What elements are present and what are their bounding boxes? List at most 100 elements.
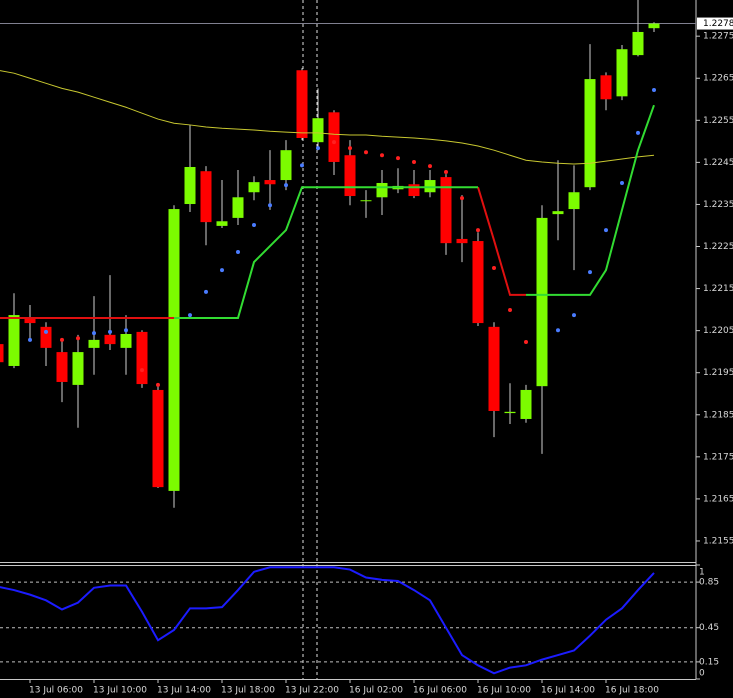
last-price-label: 1.2278: [703, 19, 733, 29]
y-tick-label: 1.2265: [703, 74, 733, 84]
candle-body: [344, 155, 356, 197]
candle-body: [520, 389, 532, 419]
sar-dot: [284, 183, 288, 188]
sar-dot: [460, 196, 464, 201]
y-tick-label: 1.2155: [703, 536, 733, 546]
sar-dot: [444, 170, 448, 175]
y-tick-label: 1.2275: [703, 32, 733, 42]
candle-body: [136, 331, 148, 385]
candle-body: [0, 344, 4, 363]
candle-body: [504, 411, 516, 414]
y-tick-label: 1.2195: [703, 368, 733, 378]
candle-body: [40, 326, 52, 348]
candle-body: [216, 221, 228, 226]
candle-body: [280, 150, 292, 181]
candle-body: [56, 352, 68, 382]
candle-body: [568, 192, 580, 210]
candle-body: [104, 334, 116, 345]
indicator-line: [0, 186, 526, 320]
y-tick-label: 1.2245: [703, 158, 733, 168]
sar-dot: [140, 368, 144, 373]
y-tick-label: 0.15: [699, 657, 719, 667]
sar-dot: [508, 308, 512, 313]
candle-body: [184, 167, 196, 205]
indicator-line: [174, 104, 655, 320]
candle-body: [456, 238, 468, 244]
last-price-box: [697, 17, 733, 30]
sar-dot: [588, 270, 592, 275]
sar-dot: [348, 146, 352, 151]
candle-body: [552, 211, 564, 215]
sar-dot: [316, 146, 320, 151]
sar-dot: [28, 337, 32, 342]
candle-body: [360, 200, 372, 202]
x-tick-label: 16 Jul 14:00: [541, 686, 595, 696]
candle-body: [312, 118, 324, 143]
candle-body: [200, 171, 212, 223]
sar-dot: [604, 228, 608, 233]
candle-body: [632, 31, 644, 56]
x-tick-label: 16 Jul 06:00: [413, 686, 467, 696]
sar-dot: [492, 265, 496, 270]
candle-body: [616, 49, 628, 97]
candle-body: [168, 209, 180, 491]
candle-body: [408, 184, 420, 197]
sar-dot: [412, 159, 416, 164]
y-tick-label: 0.85: [699, 578, 719, 588]
sar-dot: [108, 329, 112, 334]
candle-body: [488, 326, 500, 411]
y-tick-label: 1.2225: [703, 242, 733, 252]
candle-body: [424, 180, 436, 193]
candle-body: [248, 182, 260, 193]
sar-dot: [252, 223, 256, 228]
sar-dot: [380, 153, 384, 158]
sar-dot: [572, 313, 576, 318]
oscillator-line: [0, 566, 655, 675]
candle-body: [648, 23, 660, 29]
sar-dot: [332, 140, 336, 145]
sar-dot: [124, 328, 128, 333]
sar-dot: [60, 337, 64, 342]
sar-dot: [428, 164, 432, 169]
sar-dot: [44, 329, 48, 334]
x-tick-label: 13 Jul 10:00: [93, 686, 147, 696]
y-tick-label: 1.2205: [703, 326, 733, 336]
candle-body: [328, 112, 340, 162]
sar-dot: [76, 336, 80, 341]
y-tick-label: 1: [699, 568, 705, 578]
y-tick-label: 1.2165: [703, 494, 733, 504]
y-tick-label: 1.2235: [703, 200, 733, 210]
x-tick-label: 13 Jul 22:00: [285, 686, 339, 696]
sar-dot: [156, 382, 160, 387]
candle-body: [584, 79, 596, 188]
candle-body: [24, 318, 36, 324]
sar-dot: [636, 130, 640, 135]
candle-body: [232, 197, 244, 218]
sar-dot: [236, 249, 240, 254]
candle-body: [72, 352, 84, 385]
y-tick-label: 1.2185: [703, 410, 733, 420]
x-tick-label: 16 Jul 18:00: [605, 686, 659, 696]
y-tick-label: 0: [699, 669, 705, 679]
sar-dot: [92, 331, 96, 336]
candle-body: [88, 339, 100, 348]
x-tick-label: 16 Jul 10:00: [477, 686, 531, 696]
candle-body: [152, 389, 164, 488]
sar-dot: [300, 163, 304, 168]
x-tick-label: 16 Jul 02:00: [349, 686, 403, 696]
candle-body: [8, 315, 20, 366]
x-tick-label: 13 Jul 14:00: [157, 686, 211, 696]
sar-dot: [268, 203, 272, 208]
sar-dot: [188, 313, 192, 318]
indicator-line: [0, 70, 655, 165]
x-tick-label: 13 Jul 06:00: [29, 686, 83, 696]
sar-dot: [556, 328, 560, 333]
candle-body: [296, 70, 308, 138]
candle-body: [536, 217, 548, 387]
sar-dot: [364, 150, 368, 155]
y-tick-label: 1.2255: [703, 116, 733, 126]
sar-dot: [524, 339, 528, 344]
y-tick-label: 1.2175: [703, 452, 733, 462]
candle-body: [472, 241, 484, 324]
